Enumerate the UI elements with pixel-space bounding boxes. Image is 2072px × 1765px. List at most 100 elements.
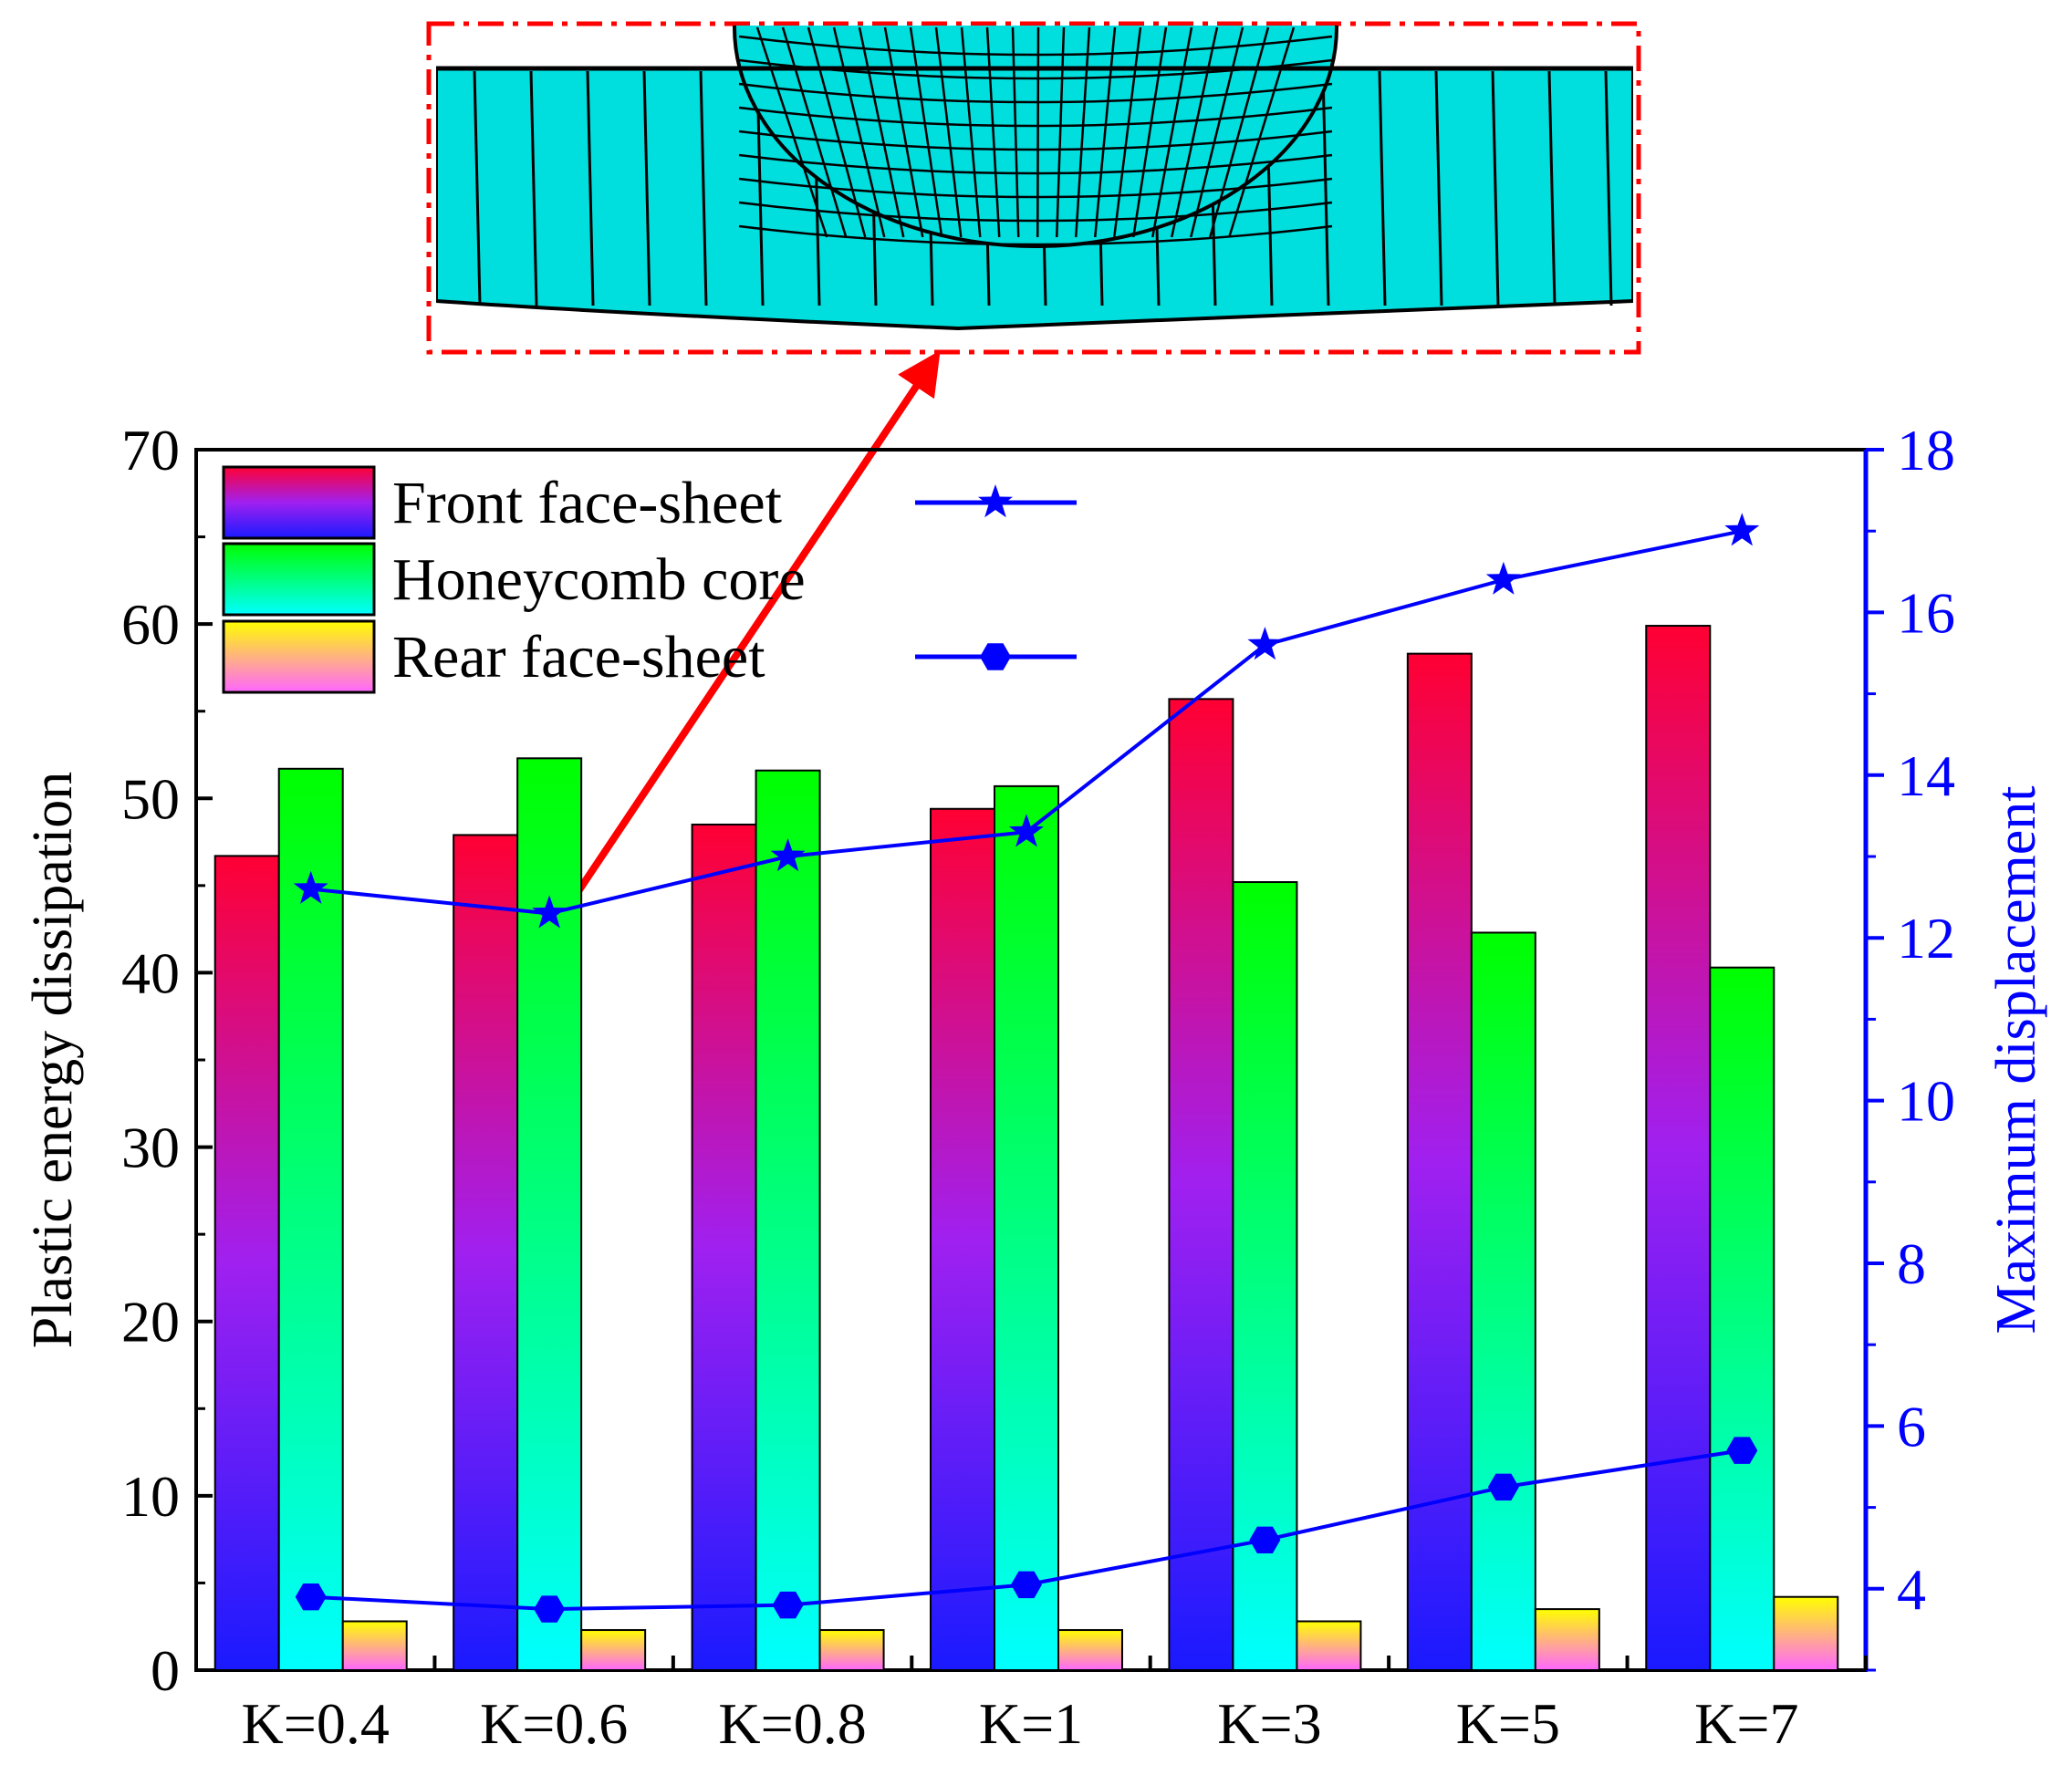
inset-mesh-line — [1132, 26, 1168, 238]
x-tick-label: K=0.4 — [242, 1691, 390, 1756]
inset-mesh-line — [832, 26, 886, 238]
inset-cell-wall — [699, 70, 708, 306]
bar-rear-3 — [818, 1629, 885, 1671]
inset-mesh-line — [1228, 26, 1296, 238]
inset-mesh-ring — [738, 106, 1333, 128]
inset-mesh-ring — [738, 153, 1333, 175]
star-marker-2 — [532, 895, 567, 929]
bar-front-6 — [1406, 652, 1473, 1672]
right-tick-label: 14 — [1897, 743, 1955, 808]
bar-rear-1 — [341, 1620, 408, 1671]
star-marker-3 — [770, 838, 806, 872]
inset-mesh-line — [1011, 26, 1020, 238]
inset-cell-wall — [1321, 70, 1330, 306]
star-marker-5 — [1247, 627, 1283, 660]
bar-front-1 — [213, 855, 280, 1671]
inset-mesh-ring — [738, 35, 1333, 57]
inset-mesh-ring — [738, 177, 1333, 199]
inset-simulation-image — [426, 21, 1641, 355]
inset-mesh-line — [960, 26, 982, 238]
bar-rear-5 — [1296, 1620, 1362, 1671]
star-marker-7 — [1724, 513, 1760, 546]
x-axis-ticks: K=0.4 K=0.6 K=0.8 K=1 K=3 K=5 K=7 — [194, 1656, 1868, 1756]
left-tick-label: 30 — [121, 1116, 180, 1180]
inset-mesh-ring — [738, 130, 1333, 151]
left-tick-label: 70 — [121, 418, 180, 483]
left-axis-ticks: 0 10 20 30 40 50 60 70 — [121, 418, 213, 1703]
right-tick-label: 12 — [1897, 906, 1955, 971]
right-tick-label: 8 — [1897, 1231, 1926, 1296]
right-tick-label: 18 — [1897, 418, 1955, 483]
x-tick-label: K=3 — [1217, 1691, 1321, 1756]
inset-mesh-line — [1094, 26, 1117, 238]
hexagon-marker-2 — [534, 1595, 566, 1623]
inset-mesh-line — [1209, 26, 1270, 238]
legend-star-marker — [978, 484, 1013, 518]
left-tick-label: 10 — [121, 1464, 180, 1529]
right-tick-label: 4 — [1897, 1557, 1926, 1622]
hexagon-marker-5 — [1249, 1526, 1281, 1553]
legend-hexagon-marker — [980, 643, 1011, 670]
inset-mesh-line — [1056, 26, 1066, 238]
inset-mesh-line — [1190, 26, 1244, 238]
inset-border — [426, 21, 1641, 355]
left-tick-label: 0 — [151, 1638, 180, 1703]
x-tick-label: K=0.6 — [480, 1691, 628, 1756]
bar-front-3 — [691, 823, 757, 1671]
hexagon-marker-7 — [1726, 1437, 1758, 1464]
x-tick-label: K=0.8 — [718, 1691, 866, 1756]
inset-mesh-line — [858, 26, 905, 238]
bar-core-4 — [994, 784, 1059, 1671]
inset-mesh-line — [1113, 26, 1142, 238]
y-axis-title-left: Plastic energy dissipation — [22, 772, 84, 1349]
inset-cell-wall — [529, 70, 538, 306]
inset-cell-wall — [1491, 70, 1500, 306]
inset-mesh-line — [1036, 26, 1040, 238]
right-tick-label: 16 — [1897, 580, 1955, 645]
bar-rear-7 — [1773, 1595, 1839, 1671]
inset-mesh-line — [883, 26, 924, 238]
right-tick-label: 10 — [1897, 1069, 1955, 1134]
inset-mesh-ring — [738, 201, 1333, 223]
inset-cell-wall — [1604, 70, 1613, 306]
bar-rear-6 — [1534, 1608, 1600, 1671]
y-axis-title-right: Maximum displacement — [1985, 786, 2047, 1334]
inset-cell-wall — [1378, 70, 1387, 306]
lines-group — [293, 513, 1760, 1623]
inset-mesh-line — [934, 26, 963, 238]
x-tick-label: K=7 — [1694, 1691, 1798, 1756]
inset-impactor-sphere — [733, 26, 1338, 248]
callout-arrow — [564, 350, 941, 910]
bar-core-7 — [1709, 966, 1775, 1672]
bars-group — [213, 625, 1839, 1672]
legend-swatch-front — [222, 465, 376, 540]
bar-core-3 — [755, 769, 821, 1671]
bar-front-7 — [1645, 625, 1712, 1671]
inset-cell-wall — [1547, 70, 1557, 306]
legend-line-star — [915, 484, 1077, 518]
x-tick-label: K=1 — [979, 1691, 1083, 1756]
bar-core-6 — [1470, 931, 1536, 1671]
bar-front-4 — [930, 807, 995, 1671]
right-axis-ticks: 4 6 8 10 12 14 16 18 — [1866, 418, 1955, 1672]
star-marker-6 — [1485, 561, 1521, 595]
inset-mesh-ring — [738, 82, 1333, 104]
inset-mesh-line — [781, 26, 848, 238]
hexagon-marker-6 — [1487, 1473, 1519, 1500]
x-tick-label: K=5 — [1456, 1691, 1560, 1756]
bar-rear-2 — [580, 1629, 647, 1671]
legend-label-front: Front face-sheet — [392, 470, 782, 536]
inset-mesh-line — [985, 26, 1001, 238]
inset-cell-wall — [473, 70, 482, 306]
bar-core-2 — [516, 757, 583, 1671]
left-tick-label: 20 — [121, 1290, 180, 1355]
inset-cell-wall — [586, 70, 595, 306]
bar-rear-4 — [1057, 1629, 1123, 1671]
inset-cell-wall — [1434, 70, 1443, 306]
left-tick-label: 60 — [121, 592, 180, 657]
bar-core-1 — [277, 767, 344, 1671]
legend: Front face-sheet Honeycomb core Rear fac… — [222, 465, 1077, 694]
legend-swatch-core — [222, 542, 376, 617]
hexagon-marker-3 — [772, 1591, 804, 1619]
